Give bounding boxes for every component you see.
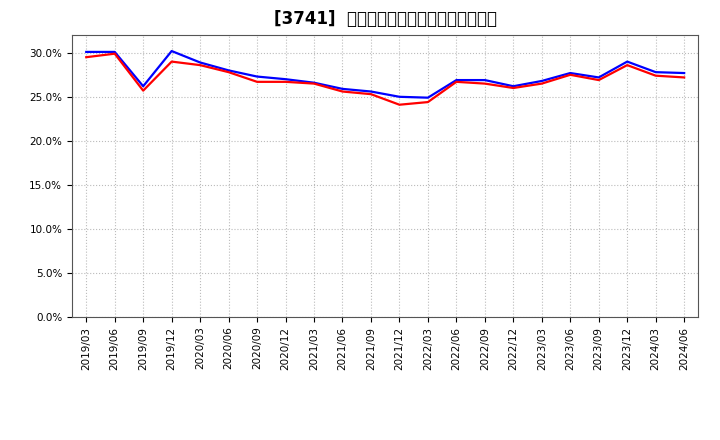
固定比率: [680, 70, 688, 76]
固定長期適合率: [167, 59, 176, 64]
固定長期適合率: [225, 70, 233, 75]
固定比率: [395, 94, 404, 99]
Line: 固定長期適合率: 固定長期適合率: [86, 54, 684, 105]
固定長期適合率: [652, 73, 660, 78]
固定比率: [338, 86, 347, 92]
固定比率: [366, 89, 375, 94]
固定長期適合率: [566, 72, 575, 77]
固定比率: [623, 59, 631, 64]
固定長期適合率: [623, 62, 631, 68]
固定比率: [253, 74, 261, 79]
固定比率: [509, 84, 518, 89]
固定長期適合率: [509, 85, 518, 91]
固定比率: [196, 60, 204, 65]
固定比率: [537, 78, 546, 84]
固定長期適合率: [423, 99, 432, 105]
固定長期適合率: [253, 79, 261, 84]
固定比率: [167, 48, 176, 54]
固定比率: [480, 77, 489, 83]
固定長期適合率: [82, 55, 91, 60]
固定比率: [110, 49, 119, 55]
固定比率: [595, 75, 603, 80]
固定比率: [566, 70, 575, 76]
Title: [3741]  固定比率、固定長期適合率の推移: [3741] 固定比率、固定長期適合率の推移: [274, 10, 497, 28]
固定長期適合率: [139, 88, 148, 93]
固定長期適合率: [452, 79, 461, 84]
固定長期適合率: [110, 51, 119, 56]
固定比率: [652, 70, 660, 75]
固定長期適合率: [366, 92, 375, 97]
固定比率: [82, 49, 91, 55]
固定長期適合率: [338, 89, 347, 94]
固定長期適合率: [310, 81, 318, 86]
固定長期適合率: [537, 81, 546, 86]
固定長期適合率: [680, 75, 688, 80]
Line: 固定比率: 固定比率: [86, 51, 684, 98]
固定比率: [225, 68, 233, 73]
固定比率: [423, 95, 432, 100]
固定比率: [282, 77, 290, 82]
固定長期適合率: [595, 77, 603, 83]
固定比率: [139, 84, 148, 89]
固定長期適合率: [282, 79, 290, 84]
固定長期適合率: [395, 102, 404, 107]
固定比率: [452, 77, 461, 83]
固定比率: [310, 80, 318, 85]
固定長期適合率: [196, 62, 204, 68]
固定長期適合率: [480, 81, 489, 86]
